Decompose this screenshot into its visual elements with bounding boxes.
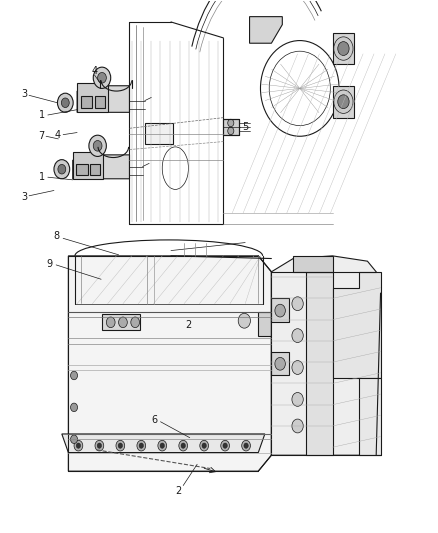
Circle shape	[338, 42, 349, 55]
Polygon shape	[81, 96, 92, 108]
Circle shape	[223, 443, 227, 448]
Circle shape	[119, 317, 127, 328]
Polygon shape	[68, 256, 272, 471]
Polygon shape	[95, 96, 106, 108]
Circle shape	[118, 443, 123, 448]
Circle shape	[179, 440, 187, 451]
Circle shape	[242, 440, 251, 451]
Circle shape	[131, 317, 140, 328]
Text: 3: 3	[21, 88, 28, 99]
Circle shape	[89, 135, 106, 157]
Polygon shape	[258, 312, 272, 336]
Circle shape	[61, 98, 69, 108]
Circle shape	[338, 95, 349, 109]
Circle shape	[160, 443, 164, 448]
Circle shape	[292, 329, 303, 343]
Circle shape	[200, 440, 208, 451]
Circle shape	[139, 443, 144, 448]
Circle shape	[292, 297, 303, 311]
Polygon shape	[250, 17, 283, 43]
Circle shape	[275, 304, 286, 317]
Circle shape	[292, 361, 303, 374]
Circle shape	[54, 160, 70, 179]
Text: 2: 2	[176, 486, 182, 496]
Circle shape	[221, 440, 230, 451]
Polygon shape	[62, 434, 265, 453]
Polygon shape	[145, 123, 173, 144]
Polygon shape	[77, 83, 108, 112]
Text: 2: 2	[185, 320, 191, 330]
Polygon shape	[77, 86, 130, 112]
Circle shape	[181, 443, 185, 448]
Circle shape	[202, 443, 206, 448]
Circle shape	[116, 440, 125, 451]
Polygon shape	[272, 256, 381, 455]
Text: 9: 9	[46, 259, 53, 269]
Circle shape	[71, 435, 78, 443]
Polygon shape	[332, 272, 381, 378]
Polygon shape	[306, 272, 332, 455]
Text: 3: 3	[21, 192, 28, 203]
Circle shape	[292, 419, 303, 433]
Polygon shape	[293, 256, 332, 272]
Circle shape	[334, 90, 353, 114]
Polygon shape	[359, 378, 381, 455]
Circle shape	[228, 127, 234, 135]
Text: 1: 1	[39, 110, 45, 120]
Circle shape	[93, 67, 111, 88]
Circle shape	[98, 72, 106, 83]
Circle shape	[158, 440, 166, 451]
Polygon shape	[90, 164, 100, 174]
Polygon shape	[223, 119, 239, 135]
Circle shape	[238, 313, 251, 328]
Circle shape	[137, 440, 146, 451]
Circle shape	[93, 141, 102, 151]
Text: 4: 4	[92, 66, 98, 76]
Polygon shape	[102, 314, 140, 330]
Text: 1: 1	[39, 172, 45, 182]
Text: 6: 6	[151, 415, 157, 425]
Text: 4: 4	[54, 130, 60, 140]
Polygon shape	[73, 152, 103, 179]
Polygon shape	[272, 352, 289, 375]
Circle shape	[244, 443, 248, 448]
Polygon shape	[332, 86, 354, 118]
Circle shape	[76, 443, 81, 448]
Circle shape	[334, 37, 353, 60]
Polygon shape	[76, 164, 88, 174]
Circle shape	[106, 317, 115, 328]
Circle shape	[292, 392, 303, 406]
Circle shape	[97, 443, 102, 448]
Polygon shape	[272, 298, 289, 322]
Circle shape	[57, 93, 73, 112]
Circle shape	[71, 403, 78, 411]
Circle shape	[95, 440, 104, 451]
Text: 8: 8	[53, 231, 60, 241]
Circle shape	[228, 119, 234, 127]
Circle shape	[74, 440, 83, 451]
Circle shape	[58, 165, 66, 174]
Circle shape	[275, 358, 286, 370]
Text: 7: 7	[38, 131, 44, 141]
Circle shape	[71, 371, 78, 379]
Polygon shape	[73, 155, 130, 179]
Text: 5: 5	[242, 122, 248, 132]
Polygon shape	[332, 33, 354, 64]
